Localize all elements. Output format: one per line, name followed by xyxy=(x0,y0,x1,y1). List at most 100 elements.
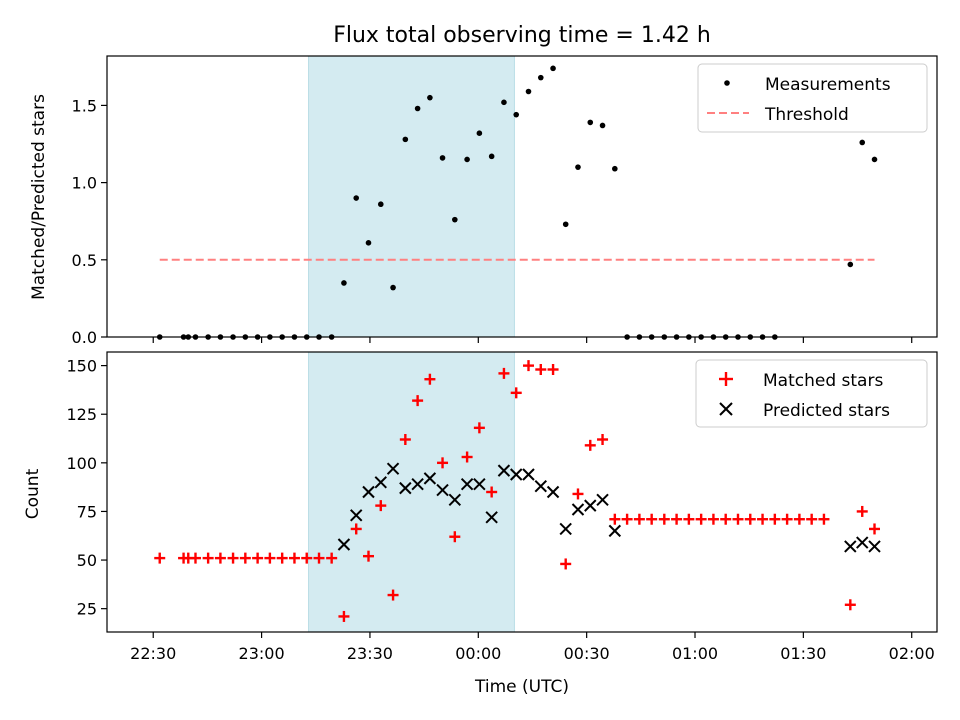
matched-star-point xyxy=(387,589,399,601)
bottom-y-tick-label: 50 xyxy=(77,551,97,570)
matched-star-point xyxy=(498,367,510,379)
x-tick-label: 23:30 xyxy=(347,644,393,663)
bottom-y-tick-label: 125 xyxy=(66,405,97,424)
predicted-star-point xyxy=(386,462,400,475)
top-legend: Measurements Threshold xyxy=(697,63,928,133)
matched-star-point xyxy=(658,513,670,525)
measurement-point xyxy=(365,240,372,246)
matched-star-point xyxy=(189,552,201,564)
predicted-star-point xyxy=(596,493,609,506)
matched-star-point xyxy=(781,513,793,525)
matched-star-point xyxy=(535,364,547,375)
predicted-star-point xyxy=(411,478,424,491)
predicted-star-point xyxy=(534,479,547,493)
measurement-point xyxy=(353,195,360,201)
top-panel: 0.0 0.5 1.0 1.5 Matched/Predicted stars Mea… xyxy=(29,55,938,347)
predicted-star-point-b xyxy=(399,481,412,495)
predicted-star-point-b xyxy=(856,536,869,549)
matched-star-point xyxy=(584,439,596,451)
x-tick-label: 00:30 xyxy=(564,644,610,663)
measurement-point xyxy=(562,221,569,228)
predicted-star-point xyxy=(868,540,881,553)
predicted-star-point-b xyxy=(460,478,474,491)
measurement-point xyxy=(525,88,532,95)
bottom-axis-ticks: 25 50 75 100 125 150 22:30 23:00 23:30 00:00 00:30… xyxy=(66,357,934,663)
matched-star-point xyxy=(301,552,313,564)
predicted-star-point xyxy=(546,485,560,499)
matched-star-point xyxy=(313,552,325,564)
legend-threshold-label: Threshold xyxy=(764,105,849,125)
matched-star-point xyxy=(276,552,288,564)
matched-star-point xyxy=(510,387,522,399)
measurement-point xyxy=(414,105,421,112)
matched-star-point xyxy=(744,513,756,525)
predicted-star-point-b xyxy=(546,485,560,499)
bottom-y-tick-label: 25 xyxy=(77,600,97,619)
predicted-star-point-b xyxy=(868,540,881,553)
x-tick-label: 02:00 xyxy=(889,644,935,663)
matched-star-point xyxy=(646,513,658,525)
bottom-panel: 25 50 75 100 125 150 22:30 23:00 23:30 00:00 00:30… xyxy=(23,351,938,697)
predicted-star-point-b xyxy=(559,522,572,536)
matched-star-point xyxy=(806,513,818,525)
bottom-plot-frame xyxy=(106,351,938,633)
matched-star-point xyxy=(844,599,856,611)
predicted-star-point xyxy=(844,540,857,553)
matched-star-point xyxy=(326,552,338,564)
measurement-point xyxy=(575,164,581,170)
predicted-star-point xyxy=(460,478,474,491)
predicted-star-point-b xyxy=(337,538,351,551)
x-tick-label: 00:00 xyxy=(455,644,501,663)
matched-star-point xyxy=(707,513,719,525)
matched-star-point xyxy=(288,552,300,564)
measurement-point xyxy=(377,201,384,208)
matched-star-point xyxy=(793,513,805,525)
matched-star-point xyxy=(633,513,645,525)
top-highlight-region xyxy=(308,55,515,338)
measurement-point xyxy=(427,94,433,101)
matched-star-point xyxy=(869,523,881,535)
measurement-point xyxy=(501,99,507,106)
predicted-star-point xyxy=(559,522,572,536)
matched-star-point xyxy=(437,457,449,469)
measurement-point xyxy=(550,65,556,72)
top-y-axis-label: Matched/Predicted stars xyxy=(29,94,49,300)
predicted-star-point-b xyxy=(608,524,622,538)
predicted-star-point xyxy=(423,472,437,485)
predicted-star-point-b xyxy=(510,468,523,481)
bottom-y-tick-label: 100 xyxy=(66,454,97,473)
top-legend-box xyxy=(697,63,928,133)
measurement-point xyxy=(847,261,854,268)
predicted-star-point xyxy=(362,485,375,499)
matched-star-point xyxy=(523,360,535,372)
predicted-star-point-b xyxy=(362,485,375,499)
predicted-star-point-b xyxy=(374,476,387,489)
matched-star-point xyxy=(239,552,251,564)
bottom-data-marks xyxy=(154,360,881,622)
matched-star-point xyxy=(264,552,276,564)
bottom-y-axis-label: Count xyxy=(23,468,43,519)
predicted-star-point xyxy=(510,468,523,481)
predicted-star-point xyxy=(485,511,498,524)
predicted-star-point-b xyxy=(584,499,597,512)
matched-star-point xyxy=(560,558,572,570)
predicted-star-point-b xyxy=(844,540,857,553)
top-y-tick-label: 0.5 xyxy=(72,251,97,270)
matched-star-point xyxy=(449,531,461,543)
matched-star-point xyxy=(424,373,436,385)
matched-star-point xyxy=(375,500,387,512)
predicted-star-point xyxy=(522,468,535,481)
predicted-star-point-b xyxy=(522,468,535,481)
measurement-point xyxy=(859,139,866,146)
top-axis-ticks: 0.0 0.5 1.0 1.5 xyxy=(72,96,913,347)
matched-star-point xyxy=(362,550,374,562)
matched-star-point xyxy=(695,513,707,525)
matched-star-point xyxy=(769,513,781,525)
matched-star-point xyxy=(252,552,264,564)
predicted-star-point xyxy=(448,493,462,506)
predicted-star-point xyxy=(856,536,869,549)
predicted-star-point xyxy=(497,464,511,477)
x-tick-label: 23:00 xyxy=(239,644,285,663)
predicted-star-point xyxy=(399,481,412,495)
legend-matched-label: Matched stars xyxy=(763,371,883,391)
